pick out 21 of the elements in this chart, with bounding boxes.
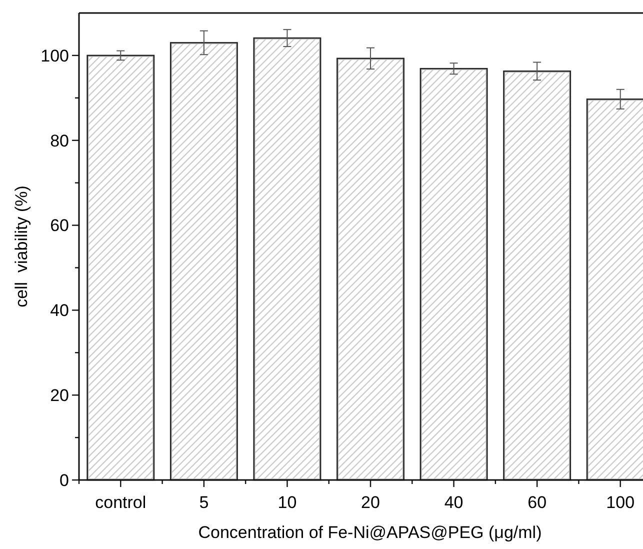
- x-tick-label: 10: [278, 493, 297, 512]
- y-tick-label: 100: [40, 46, 69, 66]
- bar: [253, 37, 322, 481]
- x-tick-label: 5: [199, 493, 209, 512]
- y-tick-label: 60: [50, 216, 69, 236]
- bar: [503, 70, 572, 481]
- bar: [336, 58, 404, 481]
- x-axis-title: Concentration of Fe-Ni@APAS@PEG (μg/ml): [198, 523, 542, 542]
- x-tick-label: control: [95, 493, 146, 512]
- y-tick-label: 80: [50, 131, 69, 150]
- bar: [420, 68, 488, 481]
- x-tick-label: 100: [606, 493, 635, 512]
- bar: [170, 42, 238, 481]
- x-tick-label: 60: [528, 493, 547, 512]
- y-tick-label: 40: [50, 301, 69, 320]
- x-tick-label: 20: [361, 493, 380, 512]
- y-tick-label: 20: [50, 386, 69, 406]
- y-axis-title: cell viability (%): [12, 186, 31, 308]
- x-tick-label: 40: [444, 493, 464, 512]
- y-tick-label: 0: [60, 470, 69, 490]
- bar: [86, 54, 155, 481]
